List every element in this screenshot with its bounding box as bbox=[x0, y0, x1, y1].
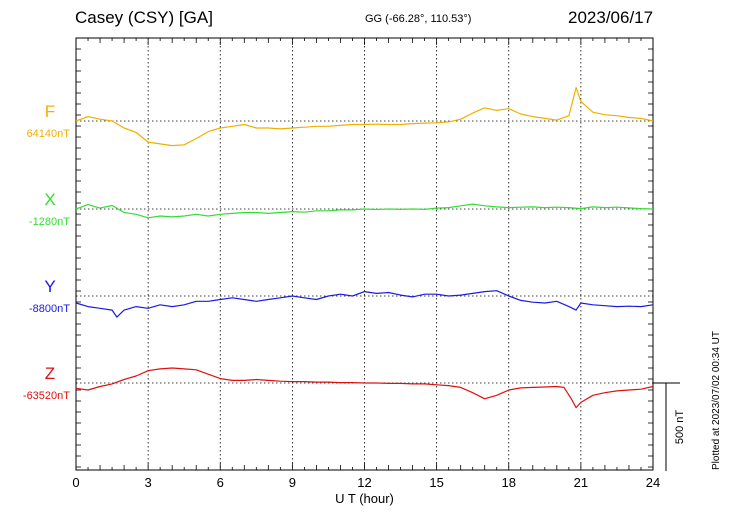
series-line-f bbox=[75, 86, 654, 147]
x-axis-label: U T (hour) bbox=[335, 491, 394, 506]
x-tick-label: 15 bbox=[429, 475, 443, 490]
series-name-x: X bbox=[44, 190, 55, 209]
station-title: Casey (CSY) [GA] bbox=[75, 8, 213, 27]
x-tick-label: 6 bbox=[217, 475, 224, 490]
baseline-label-y: -8800nT bbox=[29, 303, 70, 315]
date-label: 2023/06/17 bbox=[568, 8, 654, 27]
scale-bar-label: 500 nT bbox=[674, 410, 686, 445]
x-tick-label: 21 bbox=[574, 475, 588, 490]
baseline-label-x: -1280nT bbox=[29, 216, 70, 228]
series-line-y bbox=[75, 290, 654, 318]
series-line-z bbox=[75, 367, 654, 409]
x-tick-label: 12 bbox=[357, 475, 371, 490]
x-tick-label: 9 bbox=[289, 475, 296, 490]
series-name-z: Z bbox=[45, 364, 55, 383]
baseline-label-z: -63520nT bbox=[23, 390, 70, 402]
series-name-f: F bbox=[45, 102, 55, 121]
baseline-label-f: 64140nT bbox=[27, 128, 71, 140]
coordinates-label: GG (-66.28°, 110.53°) bbox=[365, 13, 472, 25]
x-tick-label: 18 bbox=[502, 475, 516, 490]
series-line-x bbox=[75, 203, 654, 219]
x-tick-label: 24 bbox=[646, 475, 660, 490]
series-name-y: Y bbox=[44, 277, 55, 296]
x-tick-label: 3 bbox=[145, 475, 152, 490]
x-tick-label: 0 bbox=[72, 475, 79, 490]
